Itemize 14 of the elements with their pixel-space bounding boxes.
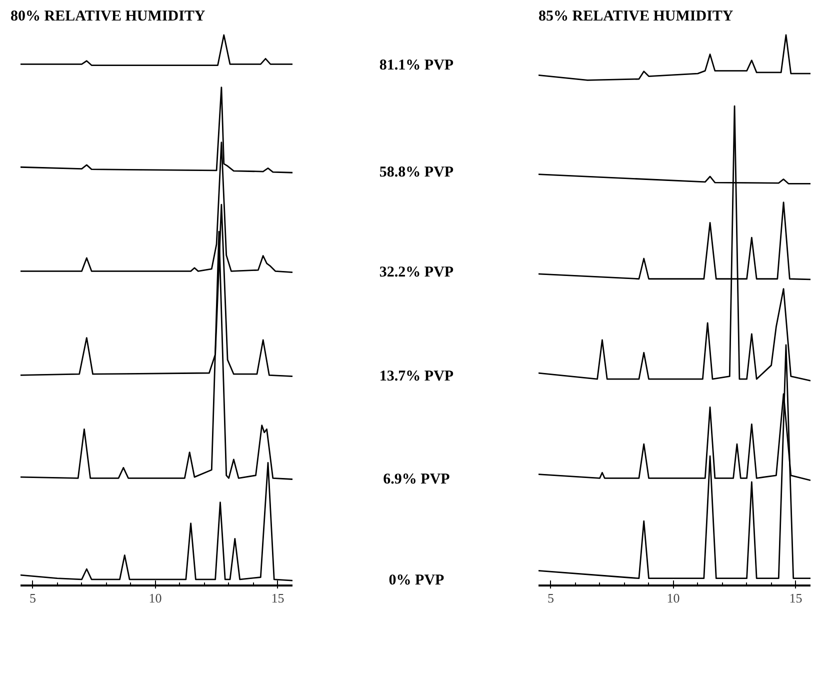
chart-title: 80% RELATIVE HUMIDITY xyxy=(10,8,206,24)
x-tick-label: 10 xyxy=(148,590,162,606)
text: 0% PVP xyxy=(388,572,444,589)
x-tick-label: 10 xyxy=(666,590,680,606)
x-tick-label: 5 xyxy=(548,590,554,606)
x-tick-label: 15 xyxy=(271,590,284,606)
x-tick-label: 15 xyxy=(789,590,802,606)
text: 13.7% PVP xyxy=(379,368,454,384)
text: 81.1% PVP xyxy=(379,57,454,74)
x-tick-label: 5 xyxy=(30,590,36,606)
text: 58.8% PVP xyxy=(379,164,454,181)
text: 32.2% PVP xyxy=(379,264,454,280)
chart-title: 85% RELATIVE HUMIDITY xyxy=(538,8,734,24)
text: 6.9% PVP xyxy=(383,471,450,488)
